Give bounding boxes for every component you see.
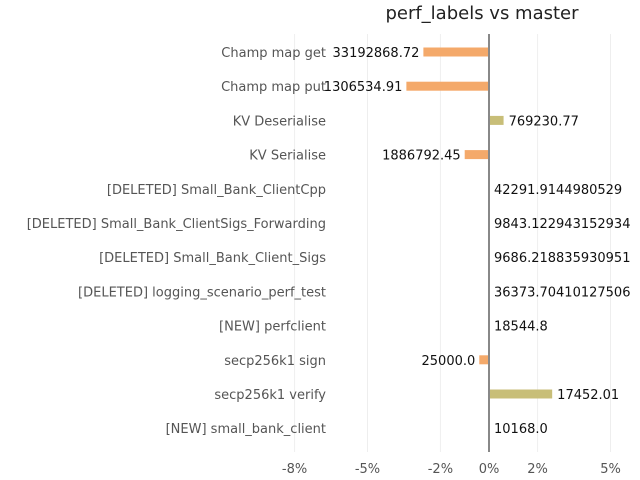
x-tick-label: -2% — [428, 462, 453, 477]
chart-title: perf_labels vs master — [385, 3, 579, 24]
category-label: KV Deserialise — [233, 114, 326, 129]
bars — [406, 47, 553, 399]
category-label: [DELETED] Small_Bank_ClientSigs_Forwardi… — [27, 217, 326, 232]
x-tick-label: 5% — [600, 462, 621, 477]
category-label: Champ map put — [221, 80, 326, 95]
x-axis-ticks: -8% -5% -2% 0% 2% 5% — [282, 462, 621, 477]
bar — [489, 115, 504, 125]
bar — [479, 355, 489, 365]
category-label: secp256k1 verify — [214, 388, 326, 403]
category-label: KV Serialise — [249, 149, 326, 164]
value-label: 33192868.72 — [333, 46, 420, 61]
bar — [464, 150, 489, 160]
category-label: secp256k1 sign — [224, 354, 326, 369]
value-label: 17452.01 — [557, 388, 619, 403]
x-tick-label: 0% — [479, 462, 500, 477]
category-label: Champ map get — [221, 46, 326, 61]
category-label: [DELETED] Small_Bank_Client_Sigs — [99, 251, 326, 266]
x-tick-label: -5% — [355, 462, 380, 477]
bar — [406, 81, 489, 91]
value-label: 42291.9144980529 — [494, 183, 622, 198]
category-label: [DELETED] logging_scenario_perf_test — [78, 285, 326, 300]
value-label: 18544.8 — [494, 320, 548, 335]
value-label: 25000.0 — [422, 354, 476, 369]
value-label: 9843.122943152934 — [494, 217, 630, 232]
x-tick-label: 2% — [527, 462, 548, 477]
value-labels: 33192868.72 1306534.91 769230.77 1886792.45… — [324, 46, 631, 437]
value-label: 10168.0 — [494, 422, 548, 437]
bar — [423, 47, 489, 57]
grid-lines — [294, 34, 611, 452]
x-tick-label: -8% — [282, 462, 307, 477]
category-label: [NEW] small_bank_client — [166, 422, 326, 437]
value-label: 9686.218835930951 — [494, 251, 630, 266]
category-labels: Champ map get Champ map put KV Deserialise… — [27, 46, 327, 437]
bar — [489, 389, 553, 399]
value-label: 1886792.45 — [382, 149, 461, 164]
category-label: [DELETED] Small_Bank_ClientCpp — [107, 183, 326, 198]
value-label: 36373.70410127506 — [494, 285, 630, 300]
value-label: 1306534.91 — [324, 80, 403, 95]
value-label: 769230.77 — [509, 114, 579, 129]
category-label: [NEW] perfclient — [219, 320, 326, 335]
